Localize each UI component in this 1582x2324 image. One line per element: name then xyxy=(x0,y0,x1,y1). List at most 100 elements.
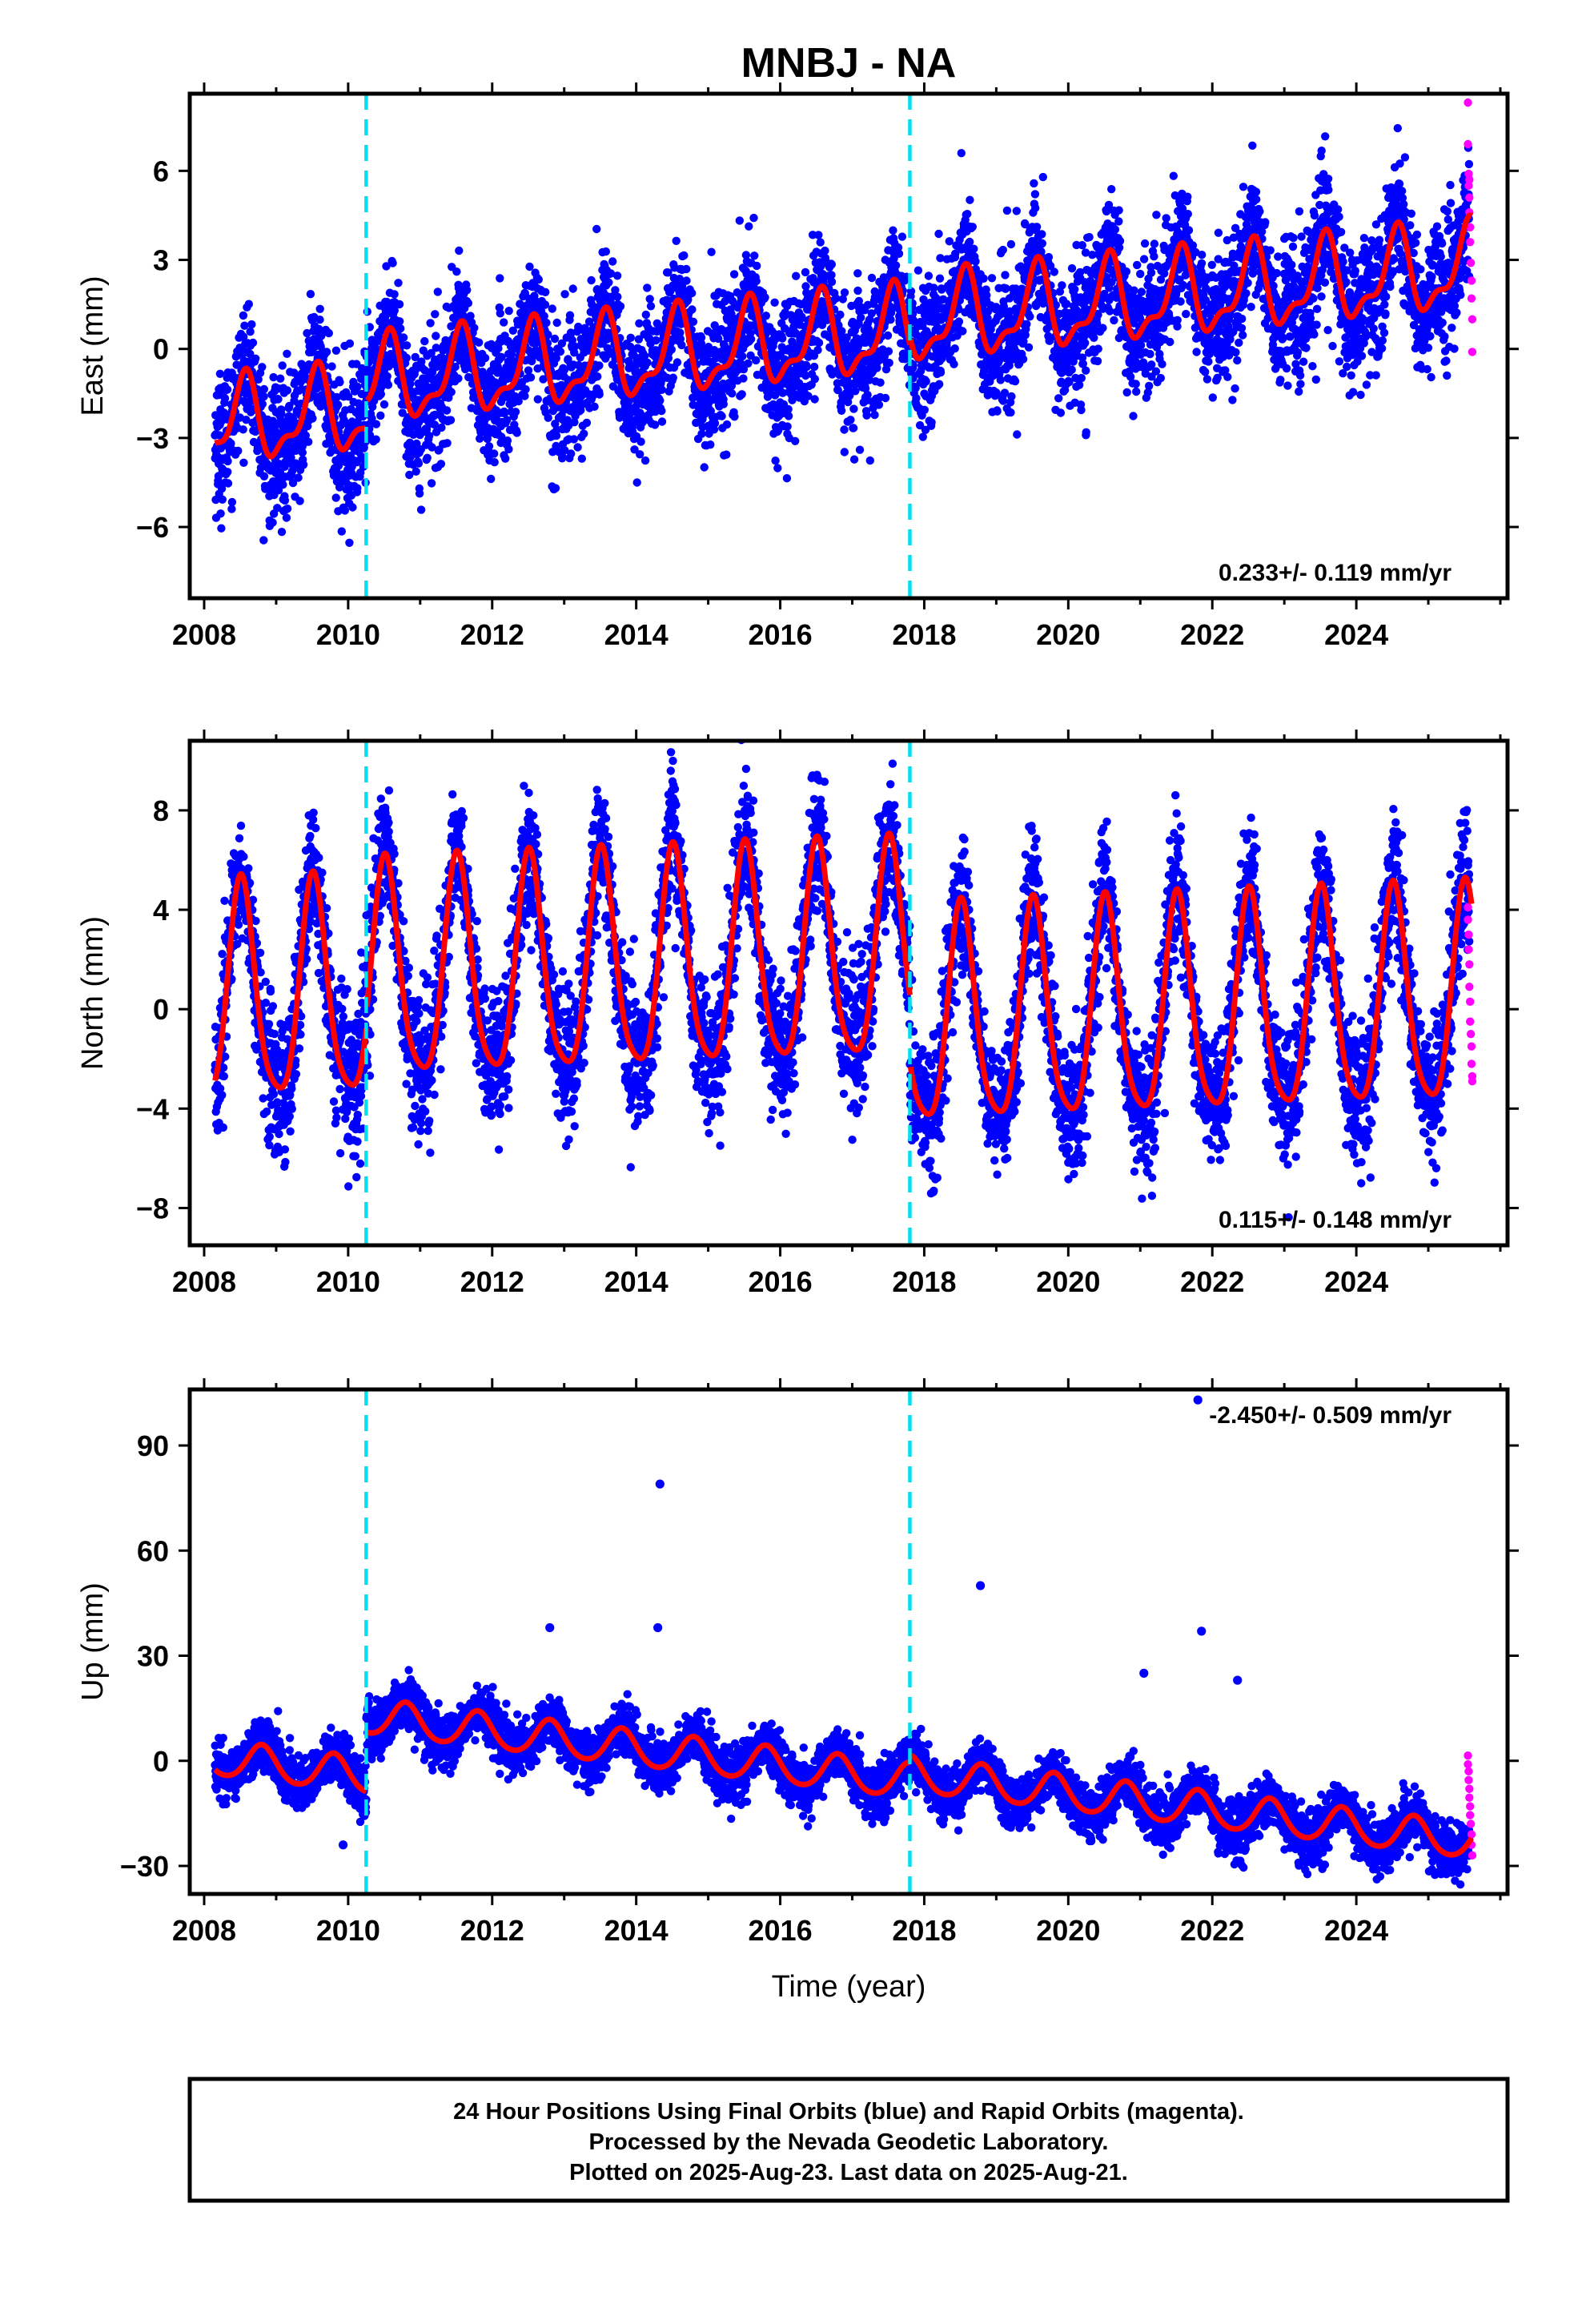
east-final-point xyxy=(656,396,665,405)
east-final-point xyxy=(998,245,1008,255)
east-final-point xyxy=(577,454,586,463)
east-final-point xyxy=(294,473,303,482)
east-final-point xyxy=(447,388,456,396)
east-final-point xyxy=(540,312,548,320)
east-final-point xyxy=(280,496,290,505)
east-final-point xyxy=(836,310,845,320)
east-final-point xyxy=(1038,172,1048,182)
east-final-point xyxy=(1090,333,1098,342)
east-final-point xyxy=(1184,226,1194,235)
east-final-point xyxy=(700,463,709,472)
east-final-point xyxy=(593,372,602,381)
east-final-point xyxy=(497,352,506,362)
east-final-point xyxy=(443,439,452,448)
east-final-point xyxy=(595,361,604,370)
east-final-point xyxy=(1166,337,1174,347)
east-final-point xyxy=(719,400,728,408)
east-final-point xyxy=(657,385,666,394)
east-final-point xyxy=(511,408,520,416)
east-final-point xyxy=(884,347,893,356)
east-final-point xyxy=(669,373,677,382)
east-final-point xyxy=(1145,381,1154,391)
east-final-point xyxy=(792,271,801,280)
east-final-point xyxy=(480,353,490,363)
east-final-point xyxy=(957,149,966,158)
east-final-point xyxy=(1115,236,1125,246)
east-final-point xyxy=(442,406,452,415)
east-final-point xyxy=(315,304,324,313)
east-final-point xyxy=(746,335,756,344)
east-final-point xyxy=(223,385,232,394)
east-final-point xyxy=(778,334,787,343)
east-final-point xyxy=(268,518,277,527)
east-final-point xyxy=(388,259,397,267)
east-final-point xyxy=(322,348,331,356)
east-final-point xyxy=(752,276,761,286)
east-final-point xyxy=(217,524,226,533)
east-final-point xyxy=(560,290,569,299)
east-final-point xyxy=(616,302,625,311)
east-final-point xyxy=(552,354,560,363)
east-final-point xyxy=(570,418,579,427)
east-final-point xyxy=(504,444,513,454)
east-final-point xyxy=(1002,206,1012,215)
east-final-point xyxy=(501,454,510,463)
east-final-point xyxy=(525,262,534,271)
east-final-point xyxy=(409,430,418,439)
east-final-point xyxy=(682,264,691,274)
east-final-point xyxy=(278,361,287,370)
east-final-point xyxy=(383,297,391,307)
east-final-point xyxy=(259,384,268,394)
east-final-point xyxy=(560,446,569,455)
east-final-point xyxy=(993,407,1002,416)
east-final-point xyxy=(508,326,517,335)
east-final-point xyxy=(332,392,341,402)
east-final-point xyxy=(688,288,697,298)
east-final-point xyxy=(809,362,819,372)
east-final-point xyxy=(1122,388,1131,397)
east-final-point xyxy=(897,232,907,241)
east-final-point xyxy=(282,513,291,522)
east-final-point xyxy=(814,338,824,348)
east-final-point xyxy=(1114,217,1123,226)
east-final-point xyxy=(1030,190,1040,199)
east-final-point xyxy=(344,392,353,401)
east-final-point xyxy=(569,435,579,444)
east-final-point xyxy=(1082,366,1090,375)
east-final-point xyxy=(641,310,650,320)
east-final-point xyxy=(412,467,420,476)
east-final-point xyxy=(750,251,759,260)
east-final-point xyxy=(645,295,654,304)
east-final-point xyxy=(215,369,225,378)
east-final-point xyxy=(853,286,862,296)
east-final-point xyxy=(528,352,536,362)
east-final-point xyxy=(430,420,439,429)
east-final-point xyxy=(220,394,230,403)
east-final-point xyxy=(1139,255,1149,263)
east-final-point xyxy=(632,478,641,487)
east-final-point xyxy=(217,485,227,493)
east-final-point xyxy=(849,424,858,432)
east-final-point xyxy=(382,262,391,271)
east-final-point xyxy=(371,435,380,444)
east-final-point xyxy=(412,439,421,448)
east-final-point xyxy=(399,333,408,342)
east-final-point xyxy=(595,390,604,399)
east-final-point xyxy=(782,474,792,483)
east-final-point xyxy=(1067,365,1076,374)
east-final-point xyxy=(227,497,237,507)
east-final-point xyxy=(244,300,253,308)
east-final-point xyxy=(353,382,362,392)
east-final-point xyxy=(534,275,543,284)
east-final-point xyxy=(568,284,577,293)
east-final-point xyxy=(982,291,991,300)
east-final-point xyxy=(1058,281,1066,290)
east-final-point xyxy=(345,538,354,547)
east-final-point xyxy=(1131,380,1140,388)
east-final-point xyxy=(417,357,426,366)
east-final-point xyxy=(247,320,256,329)
east-final-point xyxy=(277,409,286,419)
east-final-point xyxy=(814,231,823,239)
east-final-point xyxy=(1146,268,1156,277)
east-final-point xyxy=(752,356,761,365)
